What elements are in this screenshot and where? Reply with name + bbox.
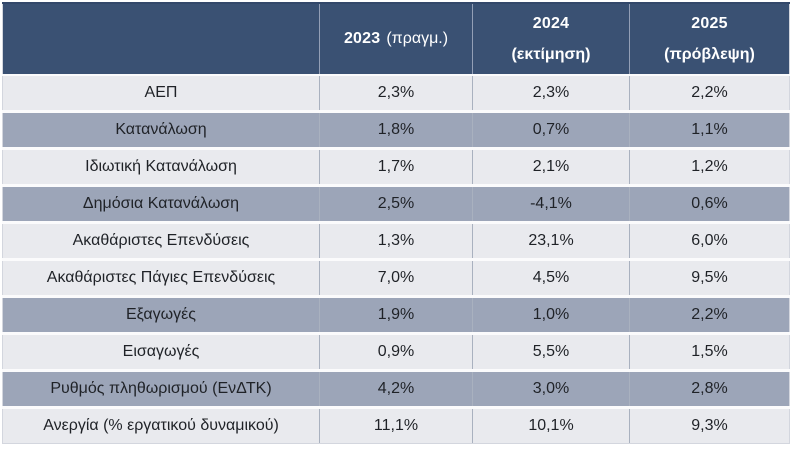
- header-year-2023: 2023: [343, 30, 381, 48]
- cell-value: 1,8%: [319, 111, 473, 150]
- cell-value: 2,8%: [629, 370, 790, 409]
- row-label: Ακαθάριστες Επενδύσεις: [2, 222, 320, 261]
- cell-value: 9,5%: [629, 259, 790, 298]
- header-col-2023: 2023 (πραγμ.): [319, 3, 473, 76]
- row-label: Ιδιωτική Κατανάλωση: [2, 148, 320, 187]
- header-year-2024: 2024: [532, 14, 570, 32]
- cell-value: 2,2%: [629, 296, 790, 335]
- table-row-gross-fixed-investment: Ακαθάριστες Πάγιες Επενδύσεις 7,0% 4,5% …: [2, 259, 790, 298]
- cell-value: 2,5%: [319, 185, 473, 224]
- row-label: Κατανάλωση: [2, 111, 320, 150]
- row-label: Δημόσια Κατανάλωση: [2, 185, 320, 224]
- cell-value: 1,0%: [472, 296, 630, 335]
- header-year-2025: 2025: [691, 14, 728, 32]
- table-row-exports: Εξαγωγές 1,9% 1,0% 2,2%: [2, 296, 790, 335]
- macro-forecast-table: 2023 (πραγμ.) 2024 (εκτίμηση) 2025 (πρόβλ…: [2, 2, 790, 444]
- cell-value: 9,3%: [629, 407, 790, 444]
- table-row-public-consumption: Δημόσια Κατανάλωση 2,5% -4,1% 0,6%: [2, 185, 790, 224]
- row-label: ΑΕΠ: [2, 75, 320, 113]
- header-row: 2023 (πραγμ.) 2024 (εκτίμηση) 2025 (πρόβλ…: [2, 3, 790, 76]
- header-qualifier-2024: (εκτίμηση): [511, 45, 591, 63]
- table-row-gross-investment: Ακαθάριστες Επενδύσεις 1,3% 23,1% 6,0%: [2, 222, 790, 261]
- cell-value: 6,0%: [629, 222, 790, 261]
- table-body: ΑΕΠ 2,3% 2,3% 2,2% Κατανάλωση 1,8% 0,7% …: [2, 75, 790, 444]
- cell-value: 2,3%: [319, 75, 473, 113]
- cell-value: 0,9%: [319, 333, 473, 372]
- cell-value: 0,7%: [472, 111, 630, 150]
- table-row-inflation: Ρυθμός πληθωρισμού (ΕνΔΤΚ) 4,2% 3,0% 2,8…: [2, 370, 790, 409]
- cell-value: 11,1%: [319, 407, 473, 444]
- cell-value: 1,5%: [629, 333, 790, 372]
- cell-value: 4,2%: [319, 370, 473, 409]
- cell-value: 1,3%: [319, 222, 473, 261]
- cell-value: 1,7%: [319, 148, 473, 187]
- table-row-unemployment: Ανεργία (% εργατικού δυναμικού) 11,1% 10…: [2, 407, 790, 444]
- header-corner-cell: [2, 3, 320, 76]
- table-row-gdp: ΑΕΠ 2,3% 2,3% 2,2%: [2, 75, 790, 113]
- cell-value: 23,1%: [472, 222, 630, 261]
- header-qualifier-2025: (πρόβλεψη): [664, 45, 755, 63]
- cell-value: 1,9%: [319, 296, 473, 335]
- cell-value: 1,1%: [629, 111, 790, 150]
- cell-value: 10,1%: [472, 407, 630, 444]
- header-col-2024: 2024 (εκτίμηση): [472, 3, 630, 76]
- table-row-private-consumption: Ιδιωτική Κατανάλωση 1,7% 2,1% 1,2%: [2, 148, 790, 187]
- cell-value: 5,5%: [472, 333, 630, 372]
- cell-value: -4,1%: [472, 185, 630, 224]
- cell-value: 2,2%: [629, 75, 790, 113]
- table-row-imports: Εισαγωγές 0,9% 5,5% 1,5%: [2, 333, 790, 372]
- cell-value: 0,6%: [629, 185, 790, 224]
- row-label: Ακαθάριστες Πάγιες Επενδύσεις: [2, 259, 320, 298]
- row-label: Εξαγωγές: [2, 296, 320, 335]
- cell-value: 1,2%: [629, 148, 790, 187]
- table-header: 2023 (πραγμ.) 2024 (εκτίμηση) 2025 (πρόβλ…: [2, 3, 790, 76]
- cell-value: 4,5%: [472, 259, 630, 298]
- cell-value: 3,0%: [472, 370, 630, 409]
- row-label: Ανεργία (% εργατικού δυναμικού): [2, 407, 320, 444]
- header-qualifier-2023: (πραγμ.): [386, 30, 449, 48]
- header-col-2025: 2025 (πρόβλεψη): [629, 3, 790, 76]
- row-label: Ρυθμός πληθωρισμού (ΕνΔΤΚ): [2, 370, 320, 409]
- cell-value: 2,1%: [472, 148, 630, 187]
- table-row-consumption: Κατανάλωση 1,8% 0,7% 1,1%: [2, 111, 790, 150]
- cell-value: 7,0%: [319, 259, 473, 298]
- cell-value: 2,3%: [472, 75, 630, 113]
- row-label: Εισαγωγές: [2, 333, 320, 372]
